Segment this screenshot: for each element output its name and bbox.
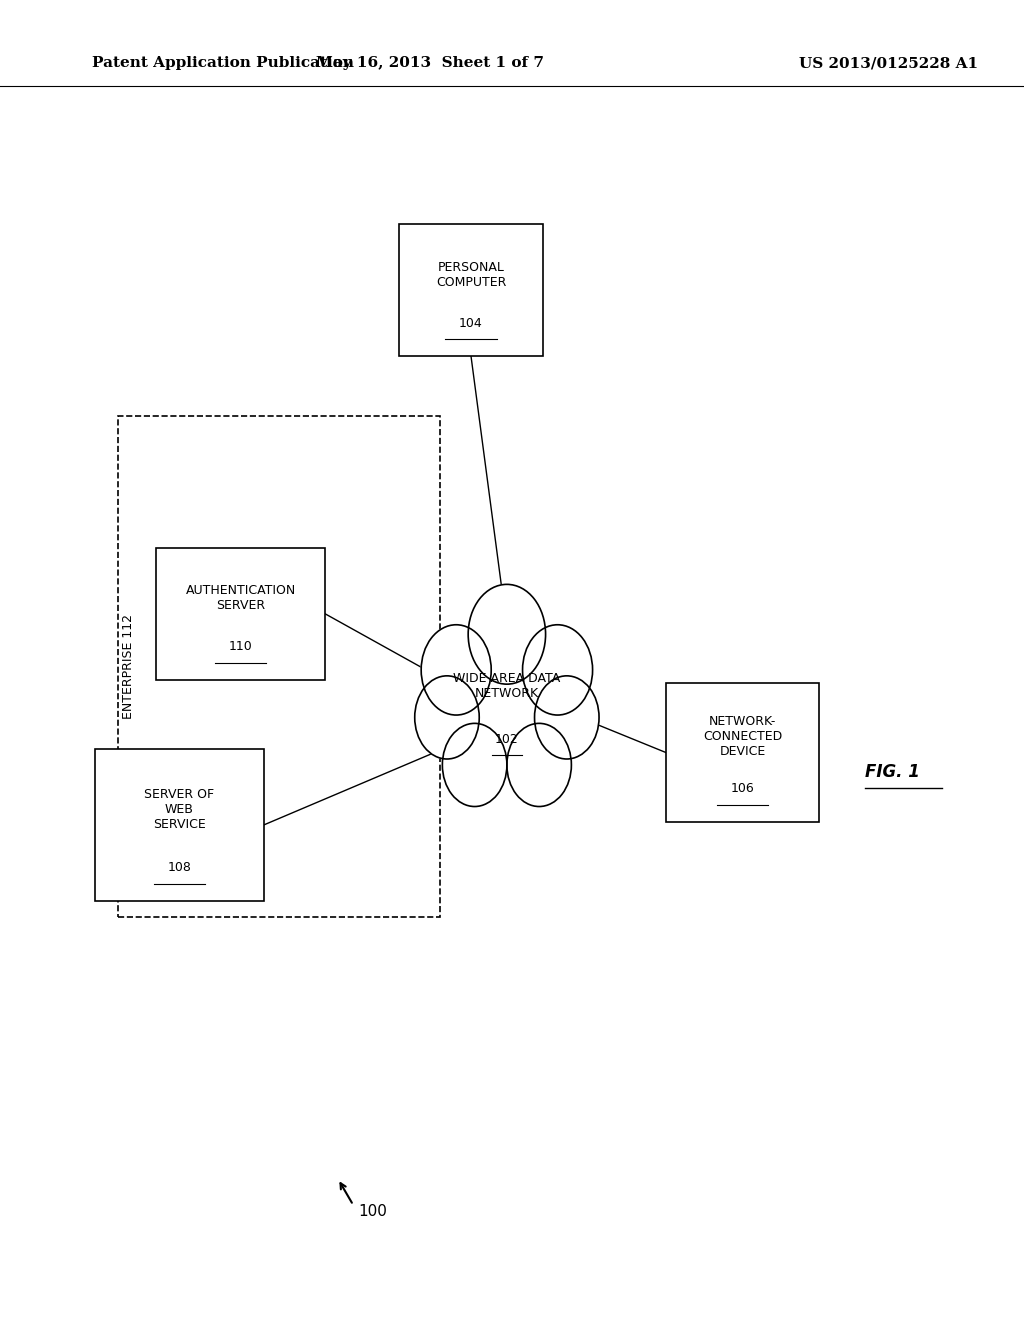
Circle shape bbox=[522, 624, 593, 715]
Text: NETWORK-
CONNECTED
DEVICE: NETWORK- CONNECTED DEVICE bbox=[702, 715, 782, 758]
Circle shape bbox=[442, 723, 507, 807]
Text: Patent Application Publication: Patent Application Publication bbox=[92, 57, 354, 70]
Text: ENTERPRISE 112: ENTERPRISE 112 bbox=[122, 614, 134, 719]
FancyBboxPatch shape bbox=[156, 548, 326, 680]
Circle shape bbox=[415, 676, 479, 759]
FancyBboxPatch shape bbox=[666, 684, 819, 821]
FancyBboxPatch shape bbox=[399, 224, 543, 356]
Text: 102: 102 bbox=[495, 733, 519, 746]
Circle shape bbox=[468, 585, 546, 684]
Text: 108: 108 bbox=[167, 862, 191, 874]
Text: 100: 100 bbox=[358, 1204, 387, 1220]
Text: May 16, 2013  Sheet 1 of 7: May 16, 2013 Sheet 1 of 7 bbox=[316, 57, 544, 70]
Text: 106: 106 bbox=[730, 783, 755, 795]
Text: FIG. 1: FIG. 1 bbox=[865, 763, 921, 781]
Text: 104: 104 bbox=[459, 317, 483, 330]
FancyBboxPatch shape bbox=[94, 750, 264, 900]
Text: SERVER OF
WEB
SERVICE: SERVER OF WEB SERVICE bbox=[144, 788, 214, 830]
Text: PERSONAL
COMPUTER: PERSONAL COMPUTER bbox=[436, 260, 506, 289]
Circle shape bbox=[535, 676, 599, 759]
Text: US 2013/0125228 A1: US 2013/0125228 A1 bbox=[799, 57, 978, 70]
Text: 110: 110 bbox=[228, 640, 253, 653]
Text: WIDE AREA DATA
NETWORK: WIDE AREA DATA NETWORK bbox=[454, 672, 560, 701]
Circle shape bbox=[421, 624, 492, 715]
FancyBboxPatch shape bbox=[118, 416, 440, 917]
Text: AUTHENTICATION
SERVER: AUTHENTICATION SERVER bbox=[185, 583, 296, 612]
Circle shape bbox=[507, 723, 571, 807]
